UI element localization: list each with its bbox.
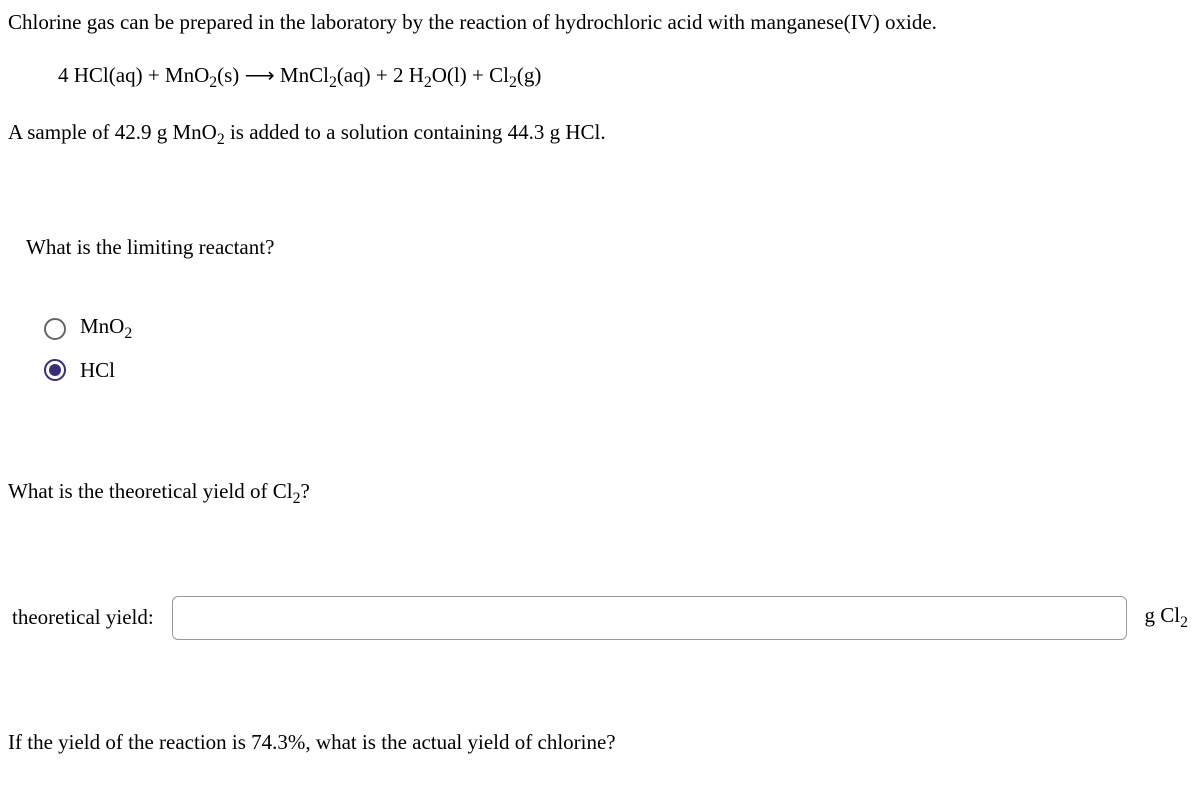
eq-rhs-species2-sub: 2 xyxy=(424,74,432,91)
sample-sub: 2 xyxy=(217,131,225,148)
eq-rhs-species1b: (aq) xyxy=(337,63,371,87)
theoretical-yield-row: theoretical yield: g Cl2 xyxy=(8,596,1192,640)
question-limiting-reactant: What is the limiting reactant? xyxy=(26,235,1192,260)
eq-rhs-species3b: (g) xyxy=(517,63,542,87)
eq-lhs-species2a: MnO xyxy=(165,63,209,87)
q2-a: What is the theoretical yield of Cl xyxy=(8,479,293,503)
sample-a: A sample of 42.9 g MnO xyxy=(8,120,217,144)
chemical-equation: 4 HCl(aq) + MnO2(s) ⟶ MnCl2(aq) + 2 H2O(… xyxy=(58,63,1192,92)
radio-hcl[interactable] xyxy=(44,359,66,381)
eq-rhs-species1-sub: 2 xyxy=(329,74,337,91)
question-actual-yield: If the yield of the reaction is 74.3%, w… xyxy=(8,730,1192,755)
intro-text: Chlorine gas can be prepared in the labo… xyxy=(8,10,1192,35)
eq-plus2: + xyxy=(371,63,393,87)
eq-rhs-species3-sub: 2 xyxy=(509,74,517,91)
eq-lhs-coef1: 4 xyxy=(58,63,69,87)
eq-rhs-species2b: O(l) xyxy=(432,63,467,87)
eq-rhs-coef2: 2 xyxy=(393,63,404,87)
option1-a: MnO xyxy=(80,314,124,338)
eq-arrow: ⟶ xyxy=(239,63,280,87)
eq-lhs-species2-sub: 2 xyxy=(209,74,217,91)
eq-rhs-species1a: MnCl xyxy=(280,63,329,87)
option-mno2-label: MnO2 xyxy=(80,314,132,343)
eq-rhs-species3a: Cl xyxy=(489,63,509,87)
yield-unit: g Cl2 xyxy=(1145,603,1188,632)
eq-rhs-species2a: H xyxy=(403,63,423,87)
option-mno2[interactable]: MnO2 xyxy=(44,314,1192,343)
sample-b: is added to a solution containing 44.3 g… xyxy=(225,120,606,144)
option1-sub: 2 xyxy=(124,326,132,343)
radio-hcl-dot xyxy=(49,364,61,376)
q2-b: ? xyxy=(300,479,309,503)
eq-lhs-species2b: (s) xyxy=(217,63,239,87)
option-hcl-label: HCl xyxy=(80,358,115,383)
eq-lhs-species1: HCl(aq) xyxy=(74,63,143,87)
theoretical-yield-input[interactable] xyxy=(172,596,1127,640)
radio-group-limiting: MnO2 HCl xyxy=(44,314,1192,382)
yield-unit-a: g Cl xyxy=(1145,603,1181,627)
radio-mno2[interactable] xyxy=(44,318,66,340)
eq-plus1: + xyxy=(143,63,165,87)
eq-plus3: + xyxy=(467,63,489,87)
yield-label: theoretical yield: xyxy=(12,605,154,630)
sample-statement: A sample of 42.9 g MnO2 is added to a so… xyxy=(8,120,1192,149)
option-hcl[interactable]: HCl xyxy=(44,358,1192,383)
question-theoretical-yield: What is the theoretical yield of Cl2? xyxy=(8,479,1192,508)
yield-unit-sub: 2 xyxy=(1180,614,1188,631)
